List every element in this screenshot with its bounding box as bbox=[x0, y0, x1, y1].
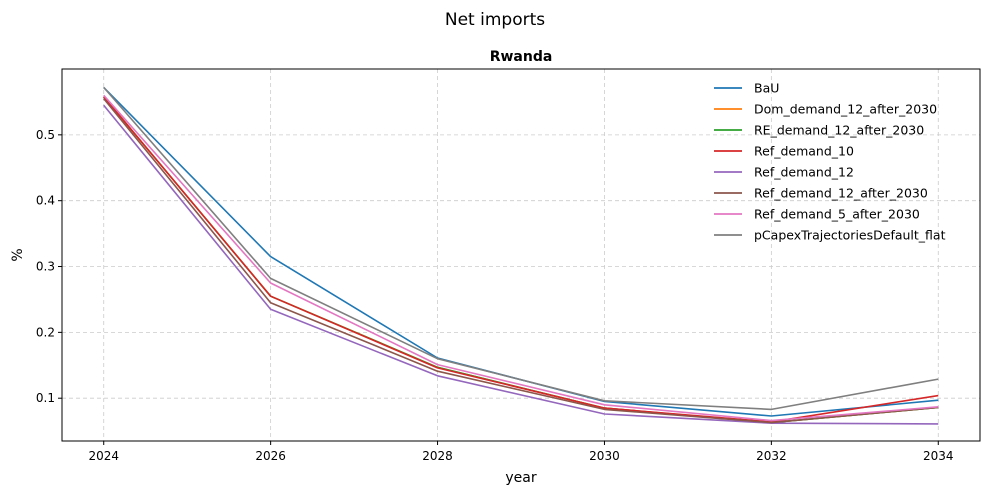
y-tick-label: 0.4 bbox=[36, 194, 55, 208]
legend-entry: RE_demand_12_after_2030 bbox=[754, 123, 924, 138]
series-line-6 bbox=[103, 94, 939, 422]
y-tick-label: 0.5 bbox=[36, 128, 55, 142]
legend-entry: Ref_demand_12 bbox=[754, 165, 854, 180]
grid bbox=[62, 69, 980, 441]
x-tick-label: 2024 bbox=[88, 449, 119, 463]
legend: BaU Dom_demand_12_after_2030 RE_demand_12_… bbox=[714, 81, 946, 243]
legend-entry: Ref_demand_5_after_2030 bbox=[754, 207, 920, 222]
x-axis-ticks: 2024 2026 2028 2030 2032 2034 bbox=[88, 441, 954, 463]
x-axis-label: year bbox=[505, 470, 536, 486]
y-axis-ticks: 0.1 0.2 0.3 0.4 0.5 bbox=[36, 128, 62, 405]
series-line-7 bbox=[103, 86, 939, 411]
x-tick-label: 2032 bbox=[756, 449, 787, 463]
y-axis-label: % bbox=[10, 248, 26, 261]
plot-area bbox=[61, 68, 981, 442]
legend-entry: Ref_demand_10 bbox=[754, 144, 854, 159]
chart-suptitle: Net imports bbox=[445, 10, 545, 30]
x-tick-label: 2028 bbox=[422, 449, 453, 463]
x-tick-label: 2030 bbox=[589, 449, 620, 463]
y-tick-label: 0.1 bbox=[36, 391, 55, 405]
series-lines bbox=[103, 86, 939, 425]
legend-entry: Dom_demand_12_after_2030 bbox=[754, 102, 937, 117]
y-tick-label: 0.3 bbox=[36, 260, 55, 274]
chart-title: Rwanda bbox=[490, 49, 553, 65]
legend-entry: BaU bbox=[754, 81, 779, 96]
legend-entry: Ref_demand_12_after_2030 bbox=[754, 186, 928, 201]
y-tick-label: 0.2 bbox=[36, 325, 55, 339]
legend-entry: pCapexTrajectoriesDefault_flat bbox=[754, 228, 946, 243]
series-line-4 bbox=[103, 104, 939, 425]
series-line-5 bbox=[103, 98, 939, 424]
x-tick-label: 2026 bbox=[255, 449, 286, 463]
x-tick-label: 2034 bbox=[923, 449, 954, 463]
